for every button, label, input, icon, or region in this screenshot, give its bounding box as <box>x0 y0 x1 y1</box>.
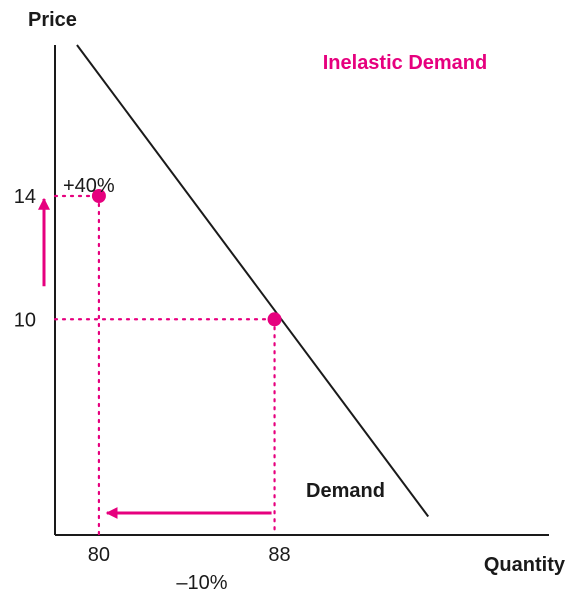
quantity-change-label: –10% <box>176 572 227 594</box>
x-tick-label: 88 <box>268 544 290 566</box>
data-point <box>91 189 106 204</box>
demand-series-label: Demand <box>306 480 385 502</box>
guide-lines <box>53 194 276 537</box>
x-tick-label: 80 <box>88 544 110 566</box>
y-tick-label: 10 <box>14 309 36 331</box>
chart-title: Inelastic Demand <box>323 52 488 74</box>
data-points <box>91 189 282 327</box>
y-tick-label: 14 <box>14 186 36 208</box>
data-point <box>267 312 282 327</box>
price-change-label: +40% <box>63 175 115 197</box>
x-axis-label: Quantity <box>484 554 566 576</box>
demand-line <box>76 44 430 518</box>
y-axis-label: Price <box>28 9 77 31</box>
